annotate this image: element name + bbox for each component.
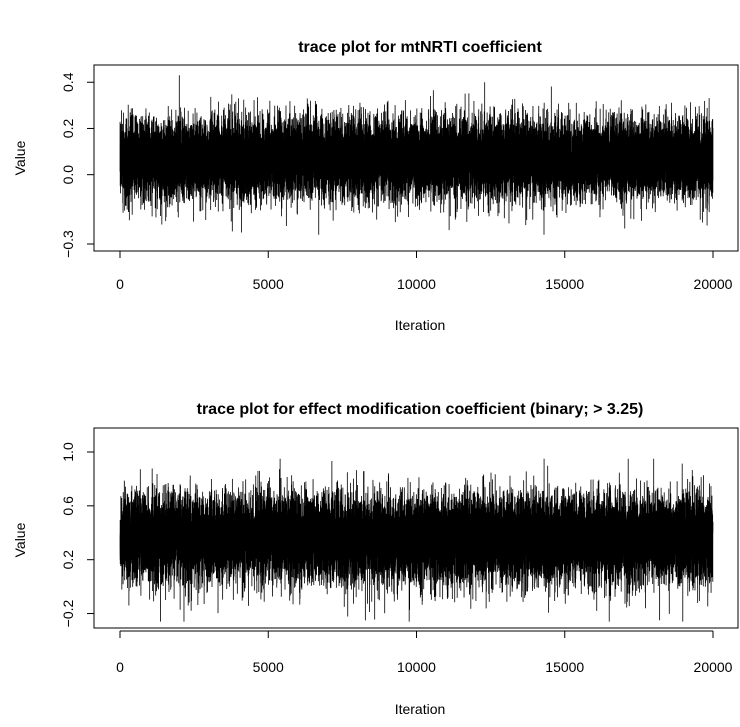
chart-title: trace plot for mtNRTI coefficient	[298, 39, 542, 56]
y-tick-label: 0.2	[60, 119, 76, 139]
y-axis-label: Value	[12, 522, 28, 557]
y-axis: −0.2 0.2 0.6 1.0	[60, 442, 95, 628]
x-tick-label: 10000	[397, 276, 436, 292]
y-tick-label: −0.2	[60, 600, 76, 628]
y-tick-label: 0.2	[60, 550, 76, 570]
y-tick-label: 0.6	[60, 496, 76, 516]
panel-effect-modification: trace plot for effect modification coeff…	[12, 401, 739, 717]
trace-series	[119, 75, 714, 235]
y-axis: −0.3 0.0 0.2 0.4	[60, 72, 95, 258]
y-tick-label: −0.3	[60, 230, 76, 258]
chart-title: trace plot for effect modification coeff…	[197, 401, 644, 418]
x-tick-label: 20000	[694, 276, 733, 292]
y-tick-label: 1.0	[60, 442, 76, 462]
x-tick-label: 20000	[694, 659, 733, 675]
x-tick-label: 15000	[545, 659, 584, 675]
trace-series	[119, 458, 714, 622]
x-tick-label: 5000	[253, 659, 284, 675]
x-axis: 0 5000 10000 15000 20000	[116, 630, 733, 675]
x-tick-label: 15000	[545, 276, 584, 292]
x-axis-label: Iteration	[395, 701, 446, 717]
y-tick-label: 0.4	[60, 72, 76, 92]
x-axis-label: Iteration	[395, 317, 446, 333]
trace-line	[119, 75, 714, 235]
x-tick-label: 0	[116, 659, 124, 675]
x-tick-label: 0	[116, 276, 124, 292]
y-tick-label: 0.0	[60, 165, 76, 185]
x-axis: 0 5000 10000 15000 20000	[116, 250, 733, 292]
trace-line	[119, 458, 714, 622]
x-tick-label: 5000	[253, 276, 284, 292]
panel-mtnrti: trace plot for mtNRTI coefficient 0 5000 1…	[12, 39, 739, 333]
y-axis-label: Value	[12, 140, 28, 175]
x-tick-label: 10000	[397, 659, 436, 675]
